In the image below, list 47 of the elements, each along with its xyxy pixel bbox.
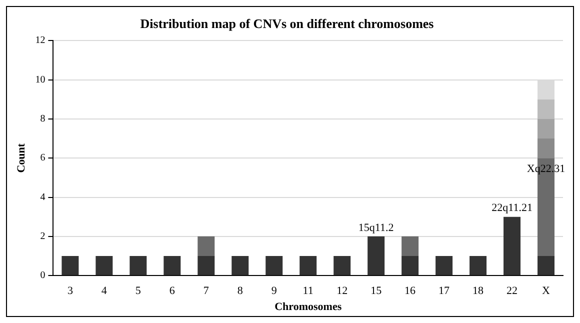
x-tick-label: 4 — [101, 285, 108, 298]
y-tick-label: 10 — [35, 74, 46, 86]
x-tick-label: 12 — [336, 285, 348, 298]
bar — [130, 256, 147, 276]
x-tick-label: 15 — [370, 285, 382, 298]
annotation: 22q11.21 — [492, 202, 532, 214]
bar — [266, 256, 283, 276]
x-tick-label: 3 — [67, 285, 74, 298]
x-tick-label: 16 — [404, 285, 416, 298]
x-tick-label: 18 — [472, 285, 484, 298]
bar — [538, 99, 555, 119]
bar — [334, 256, 351, 276]
bar — [164, 256, 181, 276]
y-tick-label: 12 — [35, 35, 46, 46]
y-tick-label: 0 — [40, 270, 46, 282]
y-tick-label: 6 — [40, 152, 46, 164]
chart-title: Distribution map of CNVs on different chromosomes — [140, 16, 434, 32]
bar — [402, 236, 419, 256]
bar — [538, 138, 555, 158]
x-tick-label: 6 — [169, 285, 176, 298]
x-tick-label: 7 — [203, 285, 210, 298]
bar — [538, 256, 555, 276]
bar — [62, 256, 79, 276]
bar — [504, 216, 521, 276]
bar — [402, 256, 419, 276]
x-tick-label: 11 — [302, 285, 314, 298]
y-tick-label: 4 — [40, 192, 46, 203]
y-tick-label: 8 — [40, 114, 46, 125]
bar — [198, 236, 215, 256]
x-tick-label: 22 — [506, 285, 518, 298]
annotation: 15q11.2 — [358, 222, 394, 234]
y-axis-title: Count — [15, 143, 28, 173]
bar — [198, 256, 215, 276]
bar — [470, 256, 487, 276]
x-tick-label: 9 — [271, 285, 278, 298]
x-tick-label: 8 — [237, 285, 244, 298]
bar — [232, 256, 249, 276]
bar — [436, 256, 453, 276]
x-tick-label: 17 — [438, 285, 450, 298]
bar — [96, 256, 113, 276]
y-tick-label: 2 — [40, 231, 46, 242]
x-tick-label: X — [542, 285, 550, 298]
x-axis-title: Chromosomes — [274, 301, 342, 314]
bar — [368, 236, 385, 276]
x-tick-label: 5 — [135, 285, 142, 298]
bar — [300, 256, 317, 276]
bar — [538, 118, 555, 139]
